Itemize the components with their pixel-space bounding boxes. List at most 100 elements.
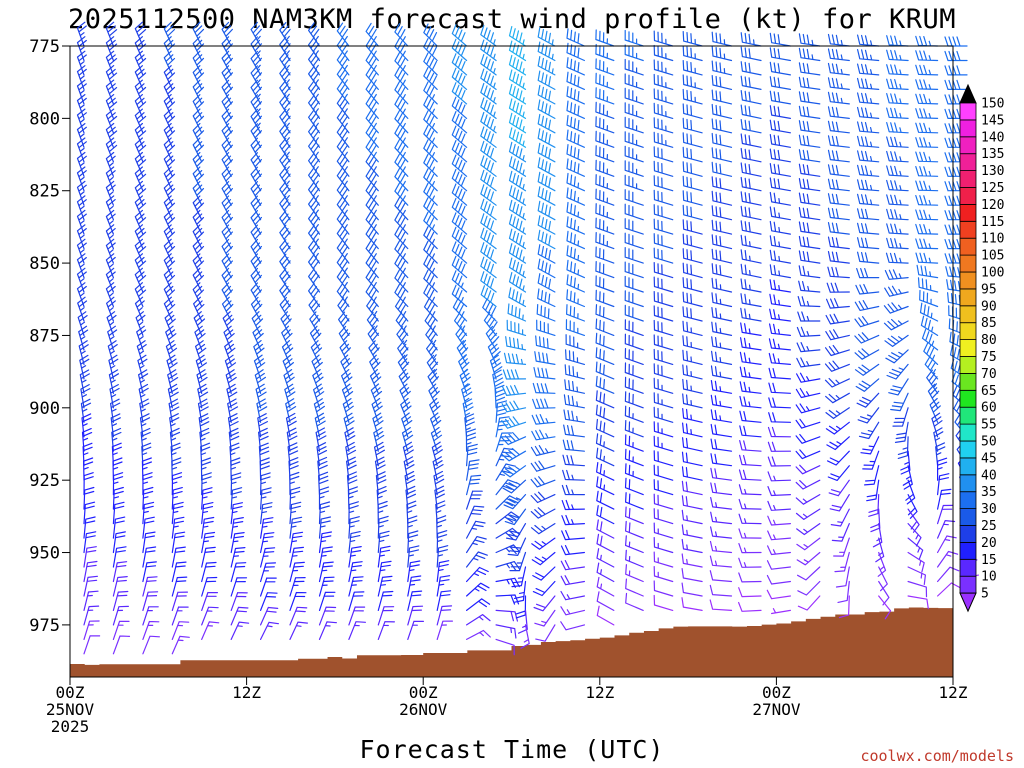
wind-barb (653, 73, 674, 90)
wind-barb (827, 77, 850, 90)
wind-barb (495, 447, 514, 467)
wind-barb (377, 575, 393, 597)
wind-barb (682, 320, 703, 336)
wind-barb (566, 274, 585, 293)
wind-barb (681, 538, 703, 554)
x-tick-label: 12Z (585, 683, 614, 702)
colorbar-segment (959, 474, 977, 493)
wind-barb (105, 209, 116, 235)
wind-barb (682, 378, 703, 394)
wind-barb (289, 531, 304, 554)
wind-barb (112, 546, 127, 568)
wind-barb (423, 211, 438, 235)
wind-barb (310, 340, 323, 365)
wind-barb (505, 336, 527, 351)
wind-barb (365, 109, 379, 134)
wind-barb (944, 224, 968, 235)
wind-barb (227, 413, 239, 438)
wind-barb (451, 82, 468, 105)
wind-barb (501, 400, 527, 413)
wind-barb (537, 200, 556, 221)
wind-barb (653, 59, 674, 76)
wind-barb (878, 595, 892, 620)
wind-barb (682, 219, 703, 235)
wind-barb (336, 152, 350, 177)
wind-barb (533, 595, 556, 612)
colorbar-label: 5 (981, 587, 989, 602)
wind-barb (466, 505, 485, 525)
wind-barb (221, 267, 233, 293)
wind-barb (318, 591, 336, 611)
wind-barb (140, 427, 151, 452)
wind-barb (394, 269, 409, 293)
wind-barb (738, 601, 762, 612)
wind-barb (134, 209, 147, 235)
colorbar-label: 65 (981, 384, 997, 399)
wind-barb (163, 137, 176, 163)
wind-barb (369, 354, 381, 380)
wind-barb (561, 484, 585, 496)
wind-barb (286, 427, 298, 452)
wind-barb (595, 159, 615, 177)
wind-barb (394, 124, 409, 148)
wind-barb (682, 103, 703, 119)
wind-barb (230, 621, 250, 640)
wind-barb (740, 119, 762, 134)
wind-barb (738, 513, 762, 525)
wind-barb (423, 240, 438, 264)
wind-barb (681, 495, 703, 510)
wind-barb (105, 79, 118, 105)
wind-barb (76, 94, 87, 119)
wind-barb (201, 561, 217, 583)
wind-barb (796, 551, 821, 566)
wind-barb (738, 543, 762, 554)
wind-barb (595, 261, 615, 279)
wind-barb (394, 211, 409, 235)
wind-barb (110, 398, 121, 423)
wind-barb (348, 516, 360, 539)
wind-barb (740, 90, 762, 105)
wind-barb (508, 69, 527, 90)
wind-barb (407, 560, 421, 583)
wind-barb (423, 95, 438, 119)
wind-barb (949, 331, 968, 351)
wind-barb (537, 171, 556, 192)
wind-barb (796, 537, 821, 551)
wind-barb (423, 284, 438, 308)
wind-barb (221, 209, 233, 235)
wind-barb (451, 24, 468, 47)
wind-barb (163, 36, 176, 62)
wind-barb (710, 511, 733, 525)
wind-barb (653, 262, 674, 279)
wind-barb (878, 580, 890, 606)
wind-barb (343, 412, 355, 438)
wind-barb (565, 319, 585, 336)
wind-barb (285, 412, 297, 438)
wind-barb (105, 21, 118, 47)
wind-barb (170, 442, 181, 467)
wind-barb (937, 582, 961, 597)
wind-barb (767, 515, 791, 526)
wind-barb (740, 234, 762, 250)
wind-barb (348, 606, 366, 626)
credit-link[interactable]: coolwx.com/models (860, 747, 1014, 765)
wind-barb (222, 311, 235, 336)
wind-barb (739, 410, 762, 423)
colorbar-label: 30 (981, 502, 997, 517)
wind-barb (857, 237, 880, 250)
wind-barb (653, 377, 674, 394)
wind-barb (495, 624, 517, 639)
wind-barb (625, 592, 644, 611)
wind-barb (192, 65, 205, 90)
wind-barb (596, 505, 615, 525)
wind-barb (318, 546, 333, 568)
wind-barb (192, 137, 205, 163)
wind-barb (595, 217, 615, 235)
wind-barb (740, 263, 762, 279)
wind-barb (141, 442, 152, 467)
wind-barb (795, 403, 821, 414)
wind-barb (137, 354, 148, 380)
wind-barb (451, 111, 468, 134)
wind-barb (423, 139, 438, 163)
wind-barb (907, 566, 926, 585)
